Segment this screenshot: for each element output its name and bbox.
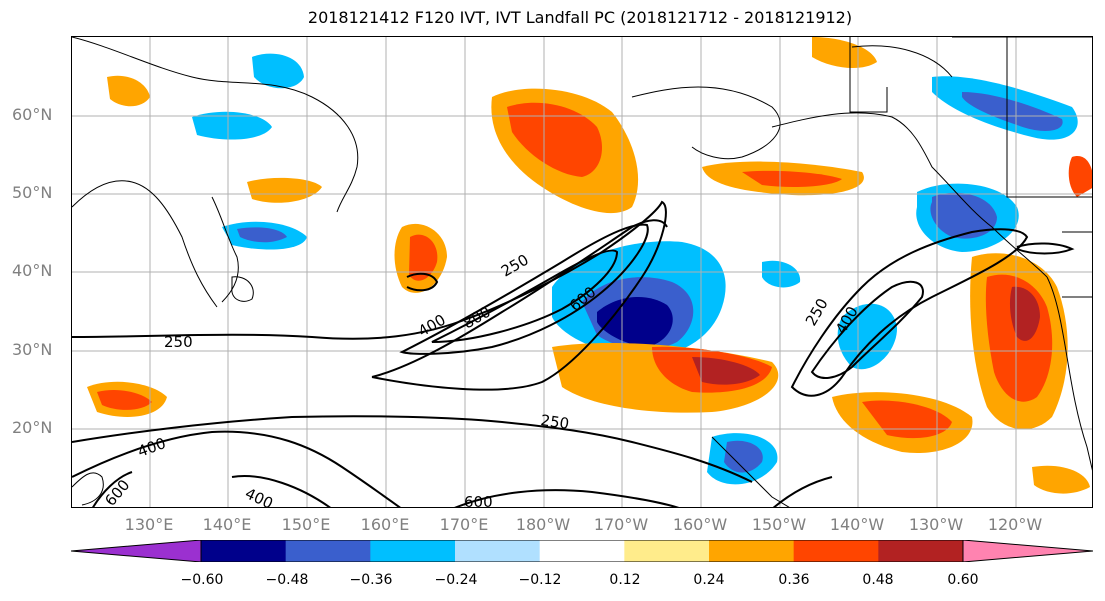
colorbar-tick: 0.12 bbox=[609, 572, 641, 588]
map-canvas: 250 400 600 250 800 400 250 400 600 250 … bbox=[72, 37, 1092, 508]
colorbar-tick: −0.36 bbox=[349, 572, 393, 588]
positive-anomaly-shading bbox=[87, 37, 1092, 494]
lat-label-50n: 50°N bbox=[12, 183, 53, 202]
colorbar-tick: 0.60 bbox=[947, 572, 979, 588]
contour-label: 250 bbox=[498, 251, 532, 281]
colorbar-segment bbox=[285, 540, 371, 562]
lat-label-60n: 60°N bbox=[12, 105, 53, 124]
lon-label-150e: 150°E bbox=[281, 515, 331, 534]
contour-label: 400 bbox=[135, 434, 168, 461]
lon-label-170e: 170°E bbox=[439, 515, 489, 534]
colorbar-outline bbox=[200, 540, 964, 562]
colorbar-tick: −0.24 bbox=[434, 572, 478, 588]
colorbar-segment bbox=[201, 540, 287, 562]
lon-label-180w: 180°W bbox=[515, 515, 571, 534]
colorbar-segment bbox=[963, 540, 1093, 562]
colorbar-tick: −0.60 bbox=[180, 572, 224, 588]
colorbar-tick: 0.48 bbox=[862, 572, 894, 588]
contour-label: 250 bbox=[164, 333, 193, 351]
colorbar-tick: −0.12 bbox=[518, 572, 562, 588]
lat-label-40n: 40°N bbox=[12, 261, 53, 280]
colorbar-tick: −0.48 bbox=[265, 572, 309, 588]
colorbar bbox=[71, 540, 1093, 562]
contour-label: 600 bbox=[464, 493, 493, 508]
political-boundaries bbox=[849, 37, 1092, 298]
lat-label-30n: 30°N bbox=[12, 340, 53, 359]
colorbar-segment bbox=[878, 540, 964, 562]
lon-label-160w: 160°W bbox=[672, 515, 728, 534]
contour-label: 400 bbox=[242, 484, 276, 508]
lon-label-170w: 170°W bbox=[593, 515, 649, 534]
colorbar-segment bbox=[370, 540, 456, 562]
colorbar-segment bbox=[624, 540, 710, 562]
colorbar-segment bbox=[71, 540, 201, 562]
map-panel: 250 400 600 250 800 400 250 400 600 250 … bbox=[71, 36, 1093, 508]
colorbar-segment bbox=[709, 540, 795, 562]
colorbar-segment bbox=[793, 540, 879, 562]
coastlines bbox=[72, 37, 1092, 507]
contour-label: 250 bbox=[802, 295, 832, 329]
lon-label-130e: 130°E bbox=[124, 515, 174, 534]
negative-anomaly-shading bbox=[192, 53, 1078, 485]
colorbar-tick: 0.36 bbox=[778, 572, 810, 588]
graticule bbox=[72, 37, 1092, 507]
contour-label: 250 bbox=[539, 411, 570, 433]
colorbar-segment bbox=[539, 540, 625, 562]
lon-label-120w: 120°W bbox=[987, 515, 1043, 534]
contour-label: 600 bbox=[101, 476, 133, 508]
colorbar-segment bbox=[455, 540, 541, 562]
lon-label-140e: 140°E bbox=[202, 515, 252, 534]
lon-label-140w: 140°W bbox=[829, 515, 885, 534]
lon-label-150w: 150°W bbox=[751, 515, 807, 534]
colorbar-segments bbox=[71, 540, 1093, 562]
ivt-contours bbox=[72, 200, 1075, 507]
lon-label-160e: 160°E bbox=[360, 515, 410, 534]
lon-label-130w: 130°W bbox=[908, 515, 964, 534]
colorbar-tick: 0.24 bbox=[693, 572, 725, 588]
lat-label-20n: 20°N bbox=[12, 418, 53, 437]
map-title: 2018121412 F120 IVT, IVT Landfall PC (20… bbox=[307, 8, 853, 27]
